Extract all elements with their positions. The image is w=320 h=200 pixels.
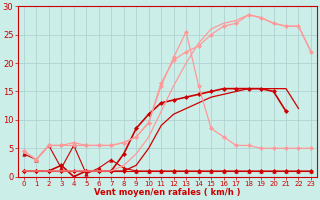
X-axis label: Vent moyen/en rafales ( km/h ): Vent moyen/en rafales ( km/h ): [94, 188, 241, 197]
